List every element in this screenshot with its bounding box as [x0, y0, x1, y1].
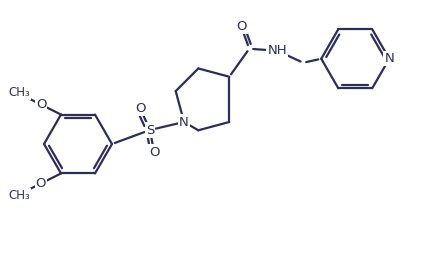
Text: CH₃: CH₃ — [8, 189, 30, 202]
Text: CH₃: CH₃ — [8, 86, 30, 99]
Text: O: O — [36, 177, 46, 190]
Text: O: O — [135, 101, 145, 115]
Text: NH: NH — [268, 44, 287, 57]
Text: S: S — [146, 123, 154, 137]
Text: O: O — [36, 98, 46, 111]
Text: O: O — [149, 146, 159, 159]
Text: N: N — [179, 116, 189, 128]
Text: O: O — [236, 20, 246, 33]
Text: N: N — [385, 52, 394, 65]
